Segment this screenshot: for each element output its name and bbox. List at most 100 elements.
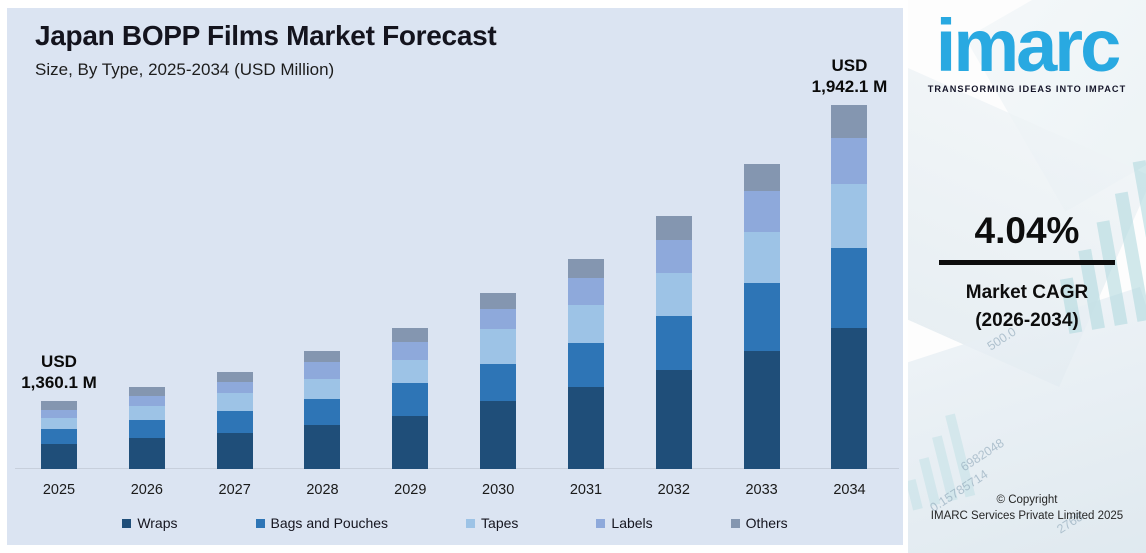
bar-2027: [216, 372, 253, 469]
bar-segment-bags-and-pouches: [831, 248, 868, 328]
bar-segment-wraps: [128, 438, 165, 469]
x-axis-line: [15, 468, 899, 469]
legend-swatch: [255, 518, 265, 528]
bar-segment-wraps: [655, 370, 692, 469]
bar-segment-labels: [567, 278, 604, 305]
bar-segment-wraps: [41, 444, 77, 469]
bar-segment-bags-and-pouches: [655, 316, 692, 370]
legend-item-others: Others: [730, 515, 788, 531]
legend-swatch: [730, 518, 740, 528]
bar-segment-labels: [216, 382, 253, 393]
x-axis-label-2031: 2031: [569, 482, 603, 498]
cagr-label-line2: (2026-2034): [975, 310, 1079, 331]
legend-label: Wraps: [137, 515, 178, 531]
imarc-logo-text: imarc: [935, 4, 1121, 87]
bar-2034: [831, 105, 868, 469]
chart-panel: Japan BOPP Films Market Forecast Size, B…: [7, 8, 903, 545]
bar-segment-others: [743, 164, 780, 191]
cagr-underline: [939, 260, 1115, 265]
legend-swatch: [596, 518, 606, 528]
bar-segment-tapes: [743, 232, 780, 283]
bar-segment-others: [392, 328, 429, 342]
bar-2031: [567, 259, 604, 469]
legend-swatch: [122, 518, 132, 528]
bar-segment-others: [567, 259, 604, 278]
imarc-logo: imarc TRANSFORMING IDEAS INTO IMPACT: [908, 4, 1146, 95]
bar-segment-others: [128, 387, 165, 396]
bar-segment-others: [216, 372, 253, 382]
copyright: © Copyright IMARC Services Private Limit…: [908, 492, 1146, 524]
bar-segment-labels: [743, 191, 780, 232]
bar-2033: [743, 164, 780, 469]
sidebar: 500.0 6982048 0.15785714 2768 imarc TRANSFO…: [908, 0, 1146, 553]
bar-segment-others: [655, 216, 692, 240]
bar-segment-labels: [831, 138, 868, 184]
bar-segment-others: [831, 105, 868, 138]
cagr-block: 4.04% Market CAGR (2026-2034): [908, 210, 1146, 335]
bar-segment-wraps: [392, 416, 429, 469]
bar-segment-others: [41, 401, 77, 410]
bar-segment-bags-and-pouches: [480, 364, 517, 401]
bar-segment-tapes: [216, 393, 253, 411]
bar-segment-labels: [655, 240, 692, 273]
chart-title: Japan BOPP Films Market Forecast: [35, 20, 497, 51]
bar-segment-labels: [304, 362, 341, 379]
imarc-logo-tagline: TRANSFORMING IDEAS INTO IMPACT: [927, 84, 1127, 94]
bar-segment-bags-and-pouches: [392, 383, 429, 416]
bar-segment-tapes: [304, 379, 341, 399]
total-label-2025: USD 1,360.1 M: [21, 352, 97, 392]
bar-segment-wraps: [831, 328, 868, 469]
x-axis-label-2028: 2028: [306, 482, 339, 498]
cagr-label: Market CAGR (2026-2034): [908, 279, 1146, 335]
bar-2025: [41, 401, 77, 469]
x-axis-label-2034: 2034: [833, 482, 866, 498]
bar-segment-labels: [41, 410, 77, 418]
bar-2029: [392, 328, 429, 469]
x-axis-label-2026: 2026: [130, 482, 163, 498]
legend-item-wraps: Wraps: [122, 515, 178, 531]
bar-2028: [304, 351, 341, 469]
chart-subtitle: Size, By Type, 2025-2034 (USD Million): [35, 60, 335, 79]
bar-segment-labels: [128, 396, 165, 406]
copyright-line1: © Copyright: [996, 494, 1058, 506]
x-axis-label-2030: 2030: [482, 482, 515, 498]
bar-segment-others: [480, 293, 517, 309]
bar-segment-wraps: [743, 351, 780, 469]
legend-label: Tapes: [481, 515, 519, 531]
x-axis-label-2029: 2029: [394, 482, 427, 498]
legend-item-bags-and-pouches: Bags and Pouches: [255, 515, 389, 531]
bar-segment-bags-and-pouches: [567, 343, 604, 387]
legend: Wraps Bags and Pouches Tapes Labels Others: [7, 515, 903, 531]
bar-2026: [128, 387, 165, 469]
bar-2030: [480, 293, 517, 469]
legend-swatch: [466, 518, 476, 528]
legend-label: Bags and Pouches: [270, 515, 389, 531]
bar-2032: [655, 216, 692, 469]
bar-segment-tapes: [128, 406, 165, 420]
bar-segment-labels: [480, 309, 517, 329]
bar-segment-wraps: [216, 433, 253, 469]
bar-segment-bags-and-pouches: [41, 429, 77, 444]
bar-segment-tapes: [480, 329, 517, 364]
legend-item-tapes: Tapes: [466, 515, 518, 531]
legend-item-labels: Labels: [596, 515, 653, 531]
x-axis-label-2033: 2033: [745, 482, 778, 498]
x-axis-label-2032: 2032: [657, 482, 690, 498]
bar-segment-tapes: [655, 273, 692, 316]
bar-segment-wraps: [480, 401, 517, 469]
x-axis-label-2027: 2027: [218, 482, 251, 498]
cagr-label-line1: Market CAGR: [965, 282, 1089, 303]
bar-segment-bags-and-pouches: [743, 283, 780, 351]
bar-segment-tapes: [567, 305, 604, 343]
bar-segment-wraps: [304, 425, 341, 469]
bar-segment-tapes: [831, 184, 868, 248]
sidebar-content: imarc TRANSFORMING IDEAS INTO IMPACT 4.0…: [908, 0, 1146, 553]
bar-segment-labels: [392, 342, 429, 360]
cagr-value: 4.04%: [974, 210, 1080, 251]
total-label-2034: USD 1,942.1 M: [811, 56, 888, 96]
x-axis-label-2025: 2025: [42, 482, 76, 498]
bar-segment-bags-and-pouches: [304, 399, 341, 425]
copyright-line2: IMARC Services Private Limited 2025: [930, 510, 1124, 522]
bar-segment-bags-and-pouches: [128, 420, 165, 438]
bar-segment-tapes: [392, 360, 429, 383]
